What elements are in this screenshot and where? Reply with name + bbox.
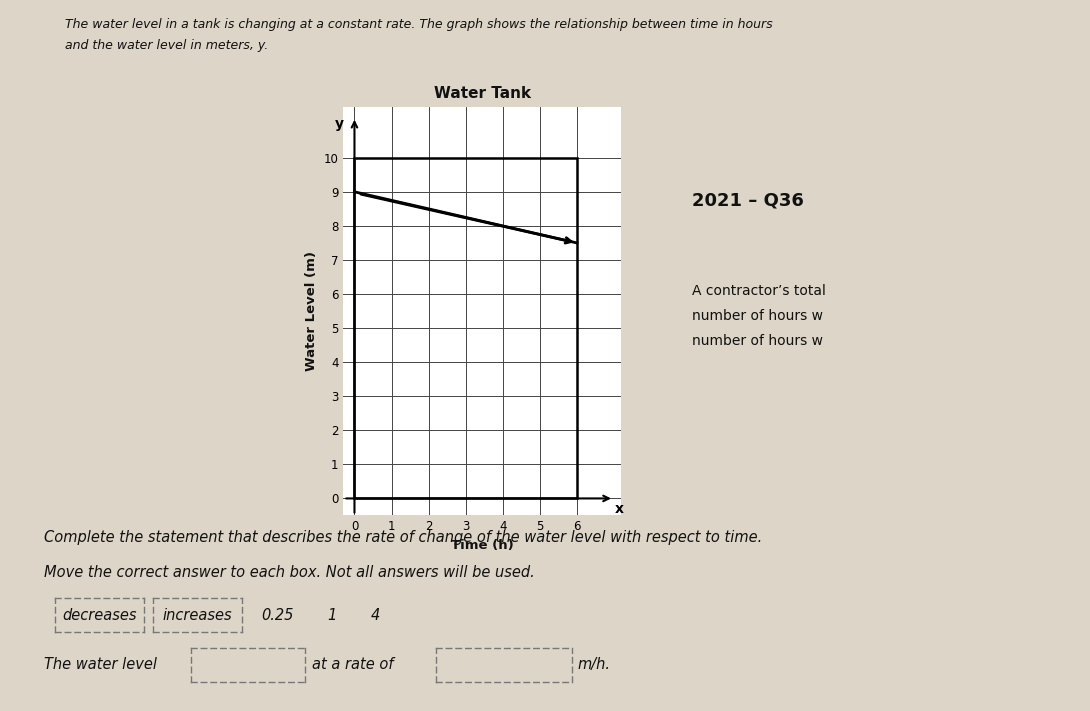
Title: Water Tank: Water Tank [434,86,531,101]
Text: Complete the statement that describes the rate of change of the water level with: Complete the statement that describes th… [44,530,762,545]
Text: number of hours w: number of hours w [692,309,823,324]
Text: m/h.: m/h. [578,657,610,673]
Text: increases: increases [162,607,232,623]
Text: x: x [615,502,623,515]
Text: 4: 4 [371,607,379,623]
Text: decreases: decreases [62,607,136,623]
Text: y: y [335,117,344,131]
Text: and the water level in meters, y.: and the water level in meters, y. [65,39,268,52]
Text: 0.25: 0.25 [262,607,294,623]
Text: 1: 1 [327,607,336,623]
X-axis label: Time (h): Time (h) [451,539,513,552]
Y-axis label: Water Level (m): Water Level (m) [305,251,318,371]
Text: Move the correct answer to each box. Not all answers will be used.: Move the correct answer to each box. Not… [44,565,534,580]
Text: at a rate of: at a rate of [312,657,393,673]
Text: 2021 – Q36: 2021 – Q36 [692,192,804,210]
Text: number of hours w: number of hours w [692,334,823,348]
Text: A contractor’s total: A contractor’s total [692,284,826,299]
Text: The water level: The water level [44,657,157,673]
Text: The water level in a tank is changing at a constant rate. The graph shows the re: The water level in a tank is changing at… [65,18,773,31]
Bar [354,158,577,498]
